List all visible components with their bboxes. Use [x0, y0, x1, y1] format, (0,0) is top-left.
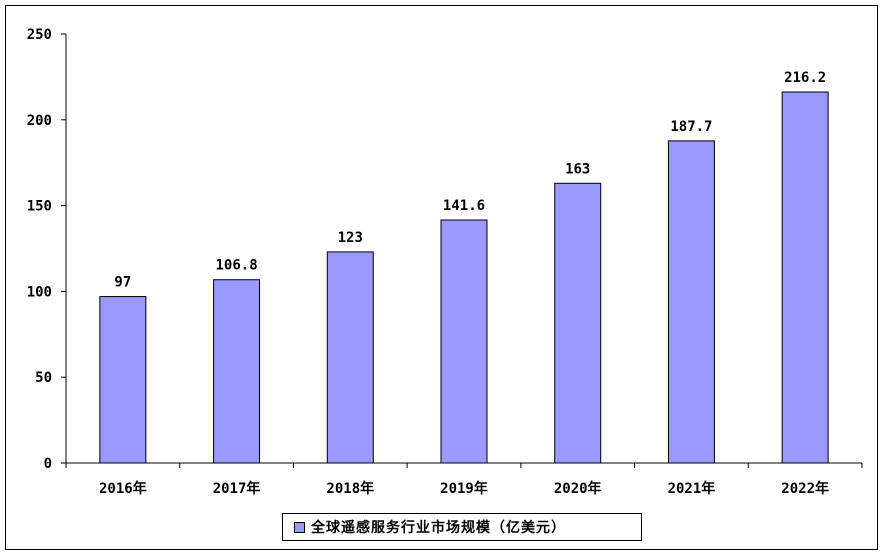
bar: [213, 279, 261, 464]
x-tick-label: 2018年: [326, 480, 374, 497]
bar: [554, 182, 602, 464]
legend: 全球遥感服务行业市场规模（亿美元）: [282, 513, 642, 541]
y-tick-label: 150: [27, 199, 52, 215]
data-label: 163: [565, 161, 590, 177]
bars: [99, 91, 829, 464]
data-label: 216.2: [784, 70, 826, 86]
x-axis-ticks: 2016年 2017年 2018年 2019年 2020年 2021年 2022年: [65, 463, 863, 497]
x-tick-label: 2022年: [781, 480, 829, 497]
x-tick-label: 2017年: [213, 480, 261, 497]
bar: [326, 251, 374, 464]
x-tick-label: 2021年: [668, 480, 716, 497]
y-tick-label: 250: [27, 27, 52, 43]
y-tick-label: 50: [35, 370, 52, 386]
data-label: 141.6: [443, 198, 485, 214]
bar: [99, 296, 147, 464]
y-tick-label: 0: [44, 456, 52, 472]
x-tick-label: 2019年: [440, 480, 488, 497]
y-tick-label: 200: [27, 113, 52, 129]
x-tick-label: 2016年: [99, 480, 147, 497]
data-labels: 97 106.8 123 141.6 163 187.7 216.2: [114, 70, 826, 291]
data-label: 187.7: [670, 119, 712, 135]
data-label: 123: [338, 230, 363, 246]
data-label: 106.8: [215, 258, 257, 274]
y-axis-ticks: 0 50 100 150 200 250: [27, 27, 66, 472]
bar: [440, 219, 488, 464]
bar: [781, 91, 829, 464]
bar: [667, 140, 715, 464]
legend-label: 全球遥感服务行业市场规模（亿美元）: [311, 520, 566, 536]
legend-swatch: [294, 521, 305, 533]
y-tick-label: 100: [27, 284, 52, 300]
x-tick-label: 2020年: [554, 480, 602, 497]
data-label: 97: [114, 275, 131, 291]
